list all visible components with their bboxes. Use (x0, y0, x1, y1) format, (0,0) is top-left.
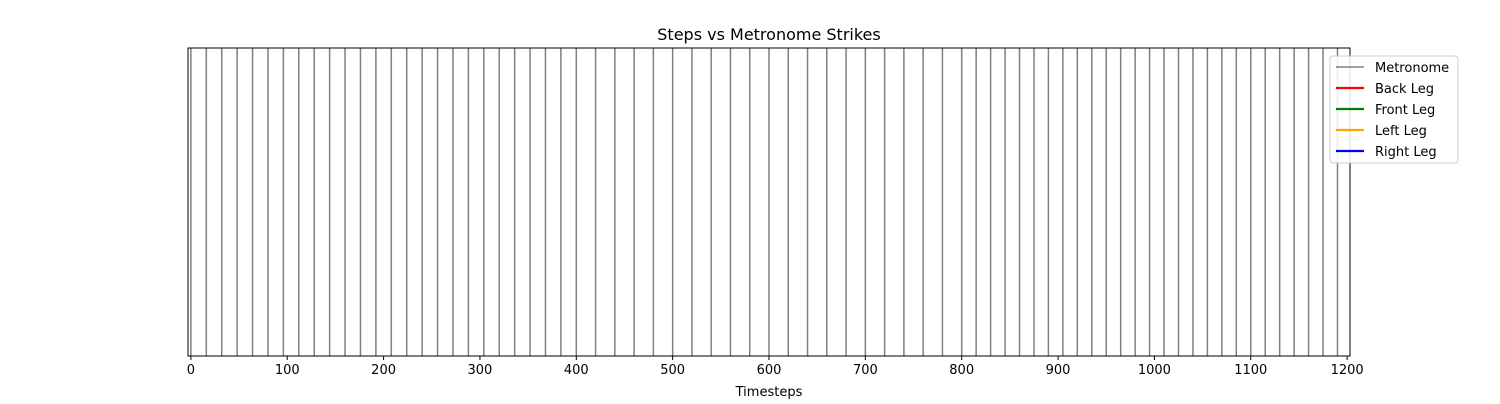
x-tick-label: 1000 (1138, 363, 1171, 378)
legend-label: Front Leg (1375, 103, 1435, 118)
x-axis: 0 100 200 300 400 500 600 700 800 900 1000 1100 1200 (187, 356, 1364, 378)
legend-label: Back Leg (1375, 82, 1434, 97)
legend-items: Metronome Back Leg Front Leg Left Leg Right … (1336, 61, 1449, 160)
x-tick-label: 500 (660, 363, 685, 378)
x-tick-label: 100 (275, 363, 300, 378)
chart-title: Steps vs Metronome Strikes (657, 25, 880, 44)
legend-box (1329, 55, 1459, 164)
legend: Metronome Back Leg Front Leg Left Leg Right … (1329, 55, 1459, 164)
x-axis-label: Timesteps (735, 385, 803, 400)
x-tick-label: 400 (564, 363, 589, 378)
x-tick-label: 300 (468, 363, 493, 378)
metronome-lines (190, 48, 1339, 356)
x-tick-label: 700 (853, 363, 878, 378)
x-tick-label: 1200 (1331, 363, 1364, 378)
legend-label: Left Leg (1375, 124, 1427, 139)
x-tick-label: 1100 (1234, 363, 1267, 378)
x-tick-label: 800 (949, 363, 974, 378)
legend-label: Metronome (1375, 61, 1449, 76)
x-tick-label: 900 (1046, 363, 1071, 378)
x-tick-label: 600 (757, 363, 782, 378)
x-tick-label: 0 (187, 363, 195, 378)
x-tick-label: 200 (371, 363, 396, 378)
legend-label: Right Leg (1375, 145, 1437, 160)
